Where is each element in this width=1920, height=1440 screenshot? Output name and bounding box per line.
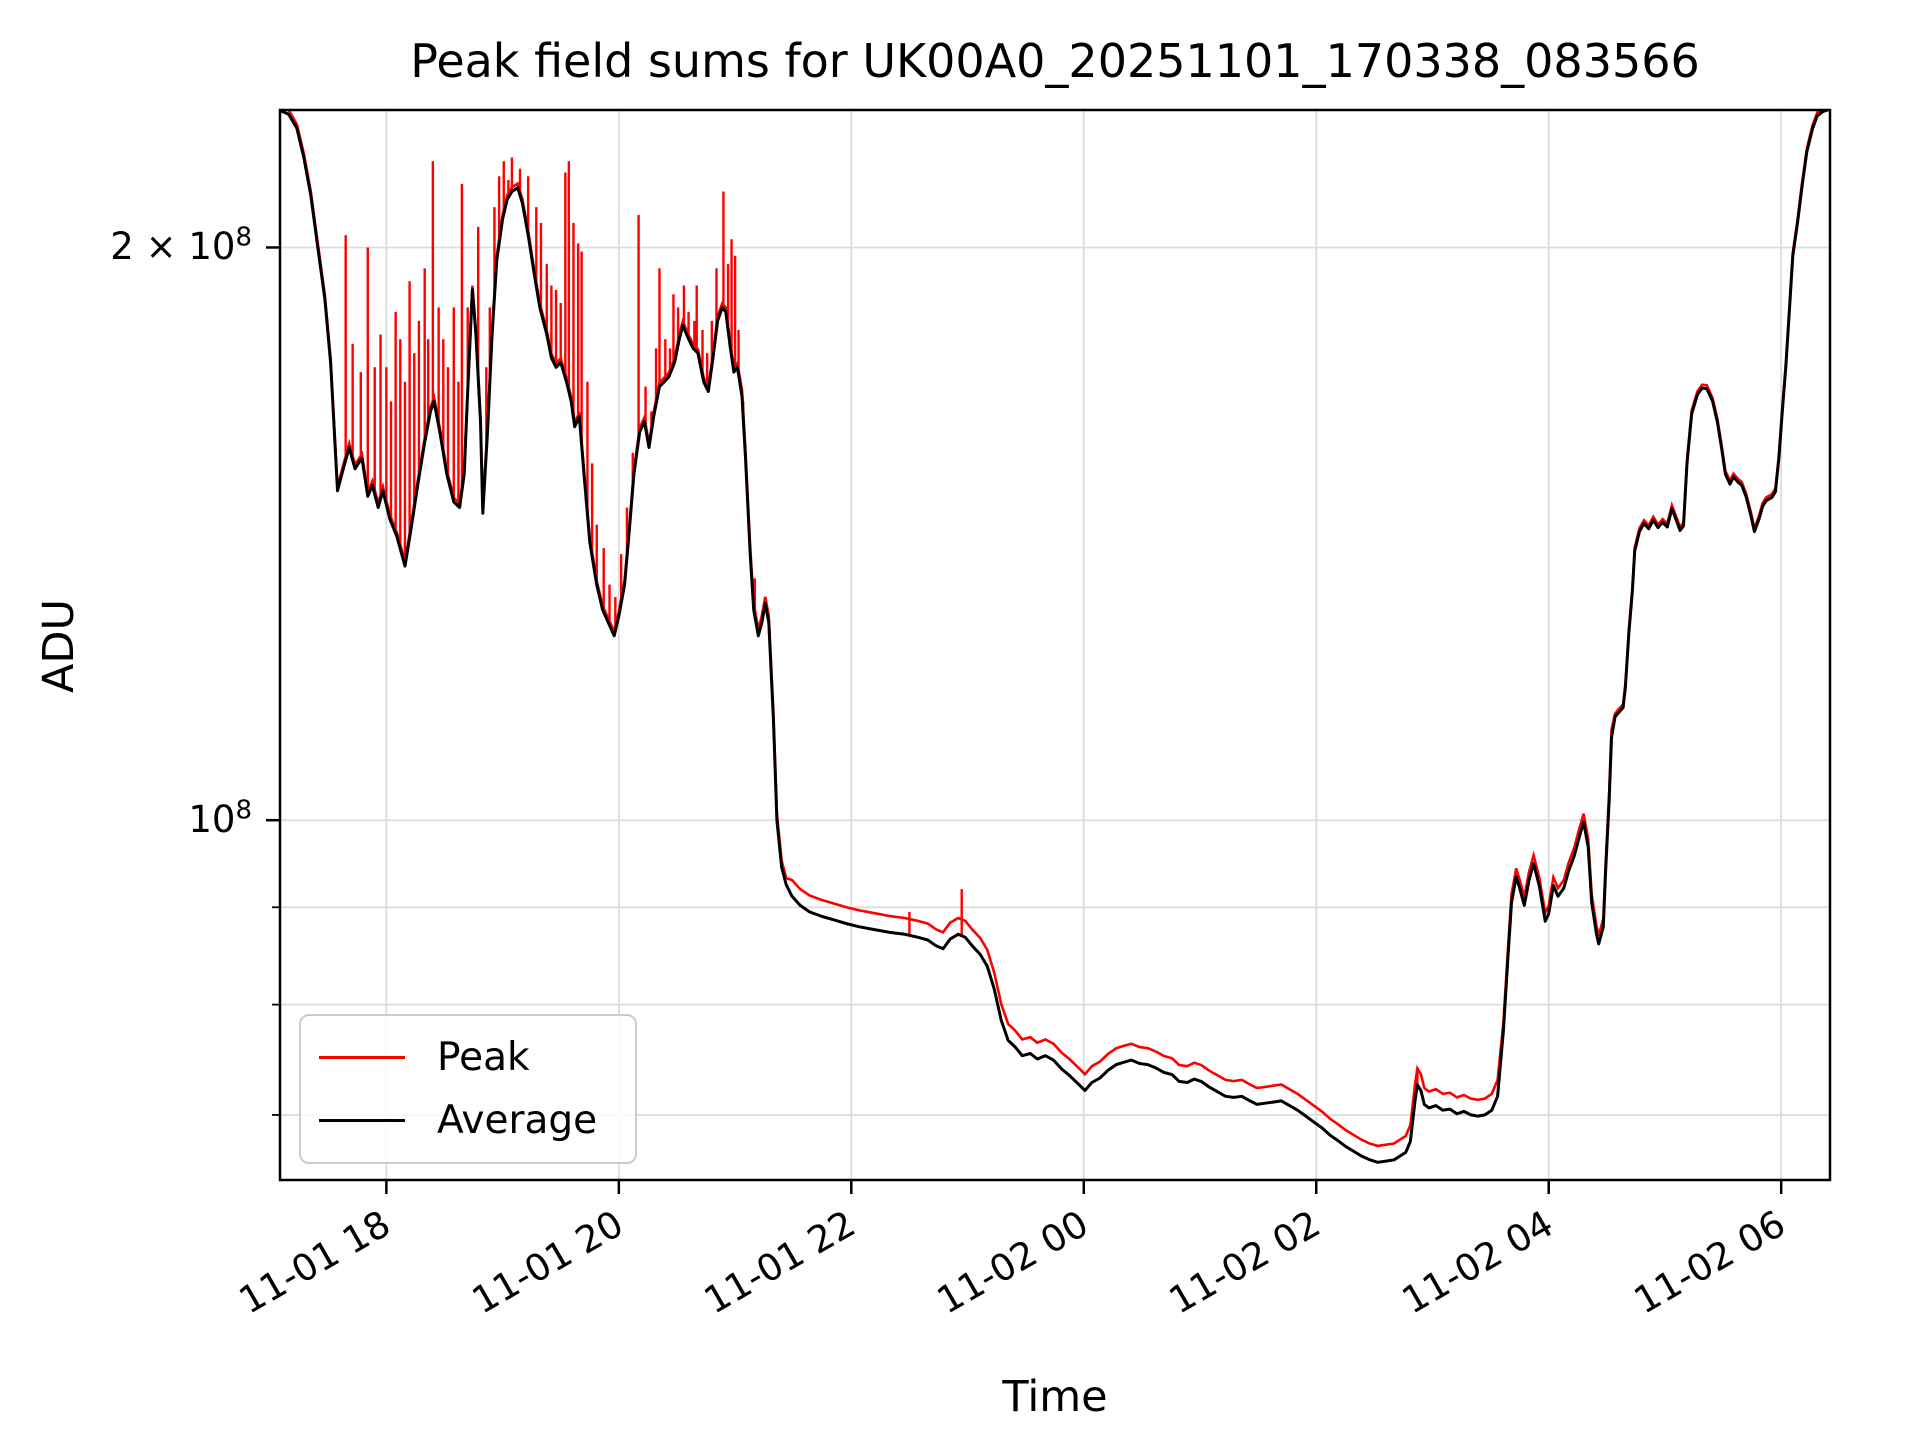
legend-item-average: Average xyxy=(319,1098,635,1143)
chart-title: Peak field sums for UK00A0_20251101_1703… xyxy=(410,34,1700,88)
average-line xyxy=(280,110,1829,1164)
axes-spines xyxy=(278,108,1832,1182)
legend-label-peak: Peak xyxy=(437,1035,530,1080)
y-tick-label: 2 × 108 xyxy=(110,223,252,269)
average-line-sample xyxy=(319,1119,405,1122)
peak-line xyxy=(285,110,1823,1148)
legend-box: Peak Average xyxy=(299,1014,637,1164)
x-axis-label: Time xyxy=(1002,1372,1108,1422)
legend-label-average: Average xyxy=(437,1098,598,1143)
y-axis-label: ADU xyxy=(34,599,84,693)
y-tick-label: 108 xyxy=(188,795,252,842)
peak-line-sample xyxy=(319,1056,405,1059)
legend-item-peak: Peak xyxy=(319,1035,635,1080)
